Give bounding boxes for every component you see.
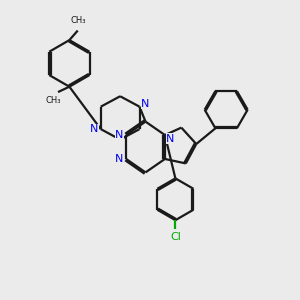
- Text: Cl: Cl: [170, 232, 181, 242]
- Text: N: N: [90, 124, 98, 134]
- Text: N: N: [116, 154, 124, 164]
- Text: N: N: [116, 130, 124, 140]
- Text: N: N: [166, 134, 175, 144]
- Text: N: N: [141, 99, 150, 109]
- Text: CH₃: CH₃: [45, 96, 61, 105]
- Text: CH₃: CH₃: [70, 16, 86, 25]
